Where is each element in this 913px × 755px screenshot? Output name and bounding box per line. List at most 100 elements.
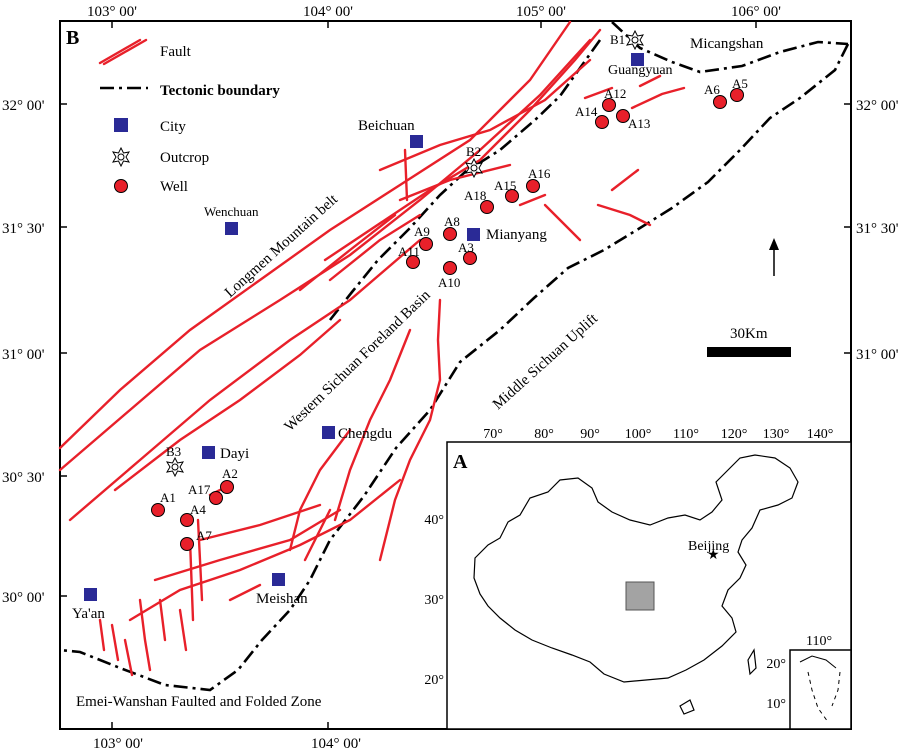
scs-coastline	[799, 655, 837, 669]
lon-tick: 106° 00'	[731, 4, 781, 20]
tectonic-boundary-line	[611, 21, 849, 74]
legend-city-label: City	[160, 119, 186, 135]
lat-tick: 31° 30'	[2, 221, 45, 237]
small-inset-lon: 110°	[806, 634, 832, 649]
city-label-meishan: Meishan	[256, 591, 308, 607]
outcrop-marker-b1	[626, 29, 644, 51]
china-outline	[473, 454, 799, 683]
lat-tick: 32° 00'	[856, 98, 899, 114]
well-label-a10: A10	[438, 275, 460, 290]
well-marker-a17	[209, 491, 223, 505]
well-marker-a9	[419, 237, 433, 251]
well-label-a9: A9	[414, 224, 430, 239]
inset-lat-tick: 20°	[424, 673, 444, 688]
outcrops: B1 B2 B3	[166, 29, 644, 478]
scs-dashed-line	[807, 671, 841, 723]
inset-lon-tick: 120°	[721, 427, 748, 442]
inset-lon-tick: 80°	[534, 427, 554, 442]
well-label-a14: A14	[575, 104, 598, 119]
well-marker-a6	[713, 95, 727, 109]
region-label-emei: Emei-Wanshan Faulted and Folded Zone	[76, 694, 322, 710]
well-marker-a1	[151, 503, 165, 517]
panel-label-b: B	[66, 27, 79, 49]
inset-map: A 70° 80° 90° 100° 110° 120° 130° 140° 4…	[424, 427, 852, 730]
well-label-a16: A16	[528, 166, 551, 181]
well-marker-a10	[443, 261, 457, 275]
lat-ticks-left: 32° 00' 31° 30' 31° 00' 30° 30' 30° 00'	[2, 98, 45, 606]
lat-tick: 31° 00'	[856, 347, 899, 363]
city-marker-yaan	[84, 588, 97, 601]
lat-tick: 32° 00'	[2, 98, 45, 114]
well-label-a17: A17	[188, 482, 211, 497]
outcrop-label-b1: B1	[610, 32, 625, 47]
well-marker-a5	[730, 88, 744, 102]
inset-lon-tick: 140°	[807, 427, 834, 442]
faults	[58, 20, 686, 677]
south-china-sea-inset	[789, 649, 852, 730]
scale-bar	[707, 347, 791, 357]
well-label-a7: A7	[196, 528, 212, 543]
city-label-dayi: Dayi	[220, 446, 249, 462]
city-marker-wenchuan	[225, 222, 238, 235]
inset-lon-ticks: 70° 80° 90° 100° 110° 120° 130° 140°	[483, 427, 833, 442]
well-label-a1: A1	[160, 490, 176, 505]
inset-lon-tick: 100°	[625, 427, 652, 442]
legend: Fault Tectonic boundary City Outcrop Wel…	[100, 38, 280, 195]
well-label-a15: A15	[494, 178, 516, 193]
well-marker-a2	[220, 480, 234, 494]
lon-tick: 104° 00'	[311, 736, 361, 752]
city-marker-meishan	[272, 573, 285, 586]
lat-tick: 31° 00'	[2, 347, 45, 363]
city-label-beichuan: Beichuan	[358, 118, 415, 134]
well-marker-a11	[406, 255, 420, 269]
small-inset-lat: 10°	[766, 697, 786, 712]
inset-lon-tick: 130°	[763, 427, 790, 442]
well-label-a12: A12	[604, 86, 626, 101]
city-marker-mianyang	[467, 228, 480, 241]
city-label-guangyuan: Guangyuan	[608, 63, 673, 78]
legend-well-symbol	[114, 179, 128, 193]
well-marker-a16	[526, 179, 540, 193]
inset-lat-ticks: 40° 30° 20°	[424, 513, 444, 688]
well-label-a5: A5	[732, 76, 748, 91]
lon-tick: 105° 00'	[516, 4, 566, 20]
lon-ticks-top: 103° 00' 104° 00' 105° 00' 106° 00'	[87, 4, 781, 20]
region-label-micangshan: Micangshan	[690, 36, 764, 52]
panel-label-a: A	[453, 451, 468, 473]
legend-outcrop-label: Outcrop	[160, 150, 209, 166]
inset-lon-tick: 110°	[673, 427, 699, 442]
outcrop-marker-b3	[166, 456, 184, 478]
well-label-a4: A4	[190, 502, 206, 517]
well-label-a6: A6	[704, 82, 720, 97]
well-label-a11: A11	[398, 244, 420, 259]
legend-outcrop-symbol	[112, 146, 130, 168]
well-marker-a3	[463, 251, 477, 265]
small-inset-lat: 20°	[766, 657, 786, 672]
well-marker-a18	[480, 200, 494, 214]
lon-tick: 103° 00'	[87, 4, 137, 20]
lon-tick: 104° 00'	[303, 4, 353, 20]
city-marker-beichuan	[410, 135, 423, 148]
city-label-mianyang: Mianyang	[486, 227, 547, 243]
study-area-box	[625, 581, 655, 611]
legend-fault-symbol	[102, 38, 148, 66]
cities: Guangyuan Beichuan Wenchuan Mianyang Che…	[72, 53, 673, 622]
legend-well-label: Well	[160, 179, 188, 195]
city-label-chengdu: Chengdu	[338, 426, 393, 442]
hainan-island	[679, 699, 695, 715]
legend-tectonic-label: Tectonic boundary	[160, 83, 280, 99]
well-label-a8: A8	[444, 214, 460, 229]
well-marker-a12	[602, 98, 616, 112]
lat-tick: 30° 30'	[2, 470, 45, 486]
well-label-a18: A18	[464, 188, 486, 203]
city-marker-dayi	[202, 446, 215, 459]
tectonic-boundary-line	[328, 39, 602, 321]
well-marker-a14	[595, 115, 609, 129]
inset-lat-tick: 40°	[424, 513, 444, 528]
city-label-wenchuan: Wenchuan	[204, 204, 259, 219]
legend-fault-label: Fault	[160, 44, 192, 60]
outcrop-label-b3: B3	[166, 444, 181, 459]
inset-lon-tick: 70°	[483, 427, 503, 442]
well-label-a2: A2	[222, 466, 238, 481]
